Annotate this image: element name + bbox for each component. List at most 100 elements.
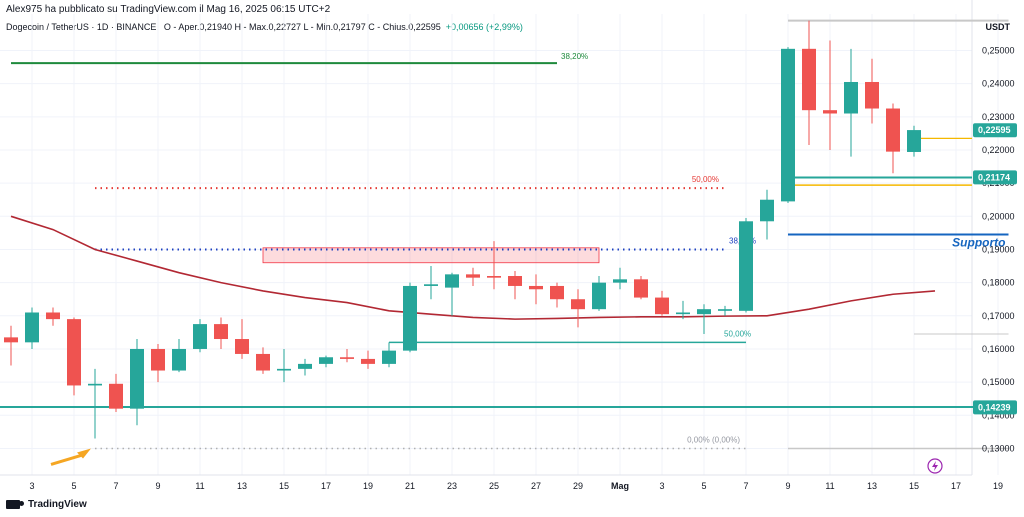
price-label-box xyxy=(973,170,1017,185)
price-label-text: 0,14239 xyxy=(978,402,1011,412)
candle-down xyxy=(466,274,480,278)
time-tick-label: 15 xyxy=(909,481,919,491)
price-tick-label: 0,23000 xyxy=(982,112,1015,122)
moving-average-line xyxy=(10,215,936,320)
candle-down xyxy=(4,337,18,343)
candle-down xyxy=(361,358,375,364)
time-tick-label: 3 xyxy=(659,481,664,491)
support-label: Supporto xyxy=(952,236,1005,250)
price-tick-label: 0,13000 xyxy=(982,443,1015,453)
time-tick-label: 25 xyxy=(489,481,499,491)
brand-name: TradingView xyxy=(28,499,87,510)
time-tick-label: 9 xyxy=(155,481,160,491)
price-tick-label: 0,18000 xyxy=(982,278,1015,288)
footer-brand: TradingView xyxy=(6,499,87,510)
time-tick-label: 5 xyxy=(701,481,706,491)
candle-down xyxy=(865,81,879,109)
price-tick-label: 0,24000 xyxy=(982,79,1015,89)
candle-down xyxy=(235,339,249,354)
symbol-name[interactable]: Dogecoin / TetherUS · 1D · BINANCE xyxy=(6,22,157,32)
candle-down xyxy=(214,324,228,340)
fib-50-red-label: 50,00% xyxy=(692,175,719,184)
candle-down xyxy=(655,297,669,315)
candle-up xyxy=(424,284,438,286)
time-tick-label: 17 xyxy=(951,481,961,491)
price-label-text: 0,22595 xyxy=(978,125,1011,135)
candle-down xyxy=(67,319,81,386)
time-tick-label: 17 xyxy=(321,481,331,491)
tradingview-logo-icon xyxy=(6,500,24,509)
candle-up xyxy=(298,363,312,369)
candle-up xyxy=(844,81,858,114)
time-tick-label: 7 xyxy=(743,481,748,491)
candle-up xyxy=(676,312,690,315)
time-tick-label: 13 xyxy=(867,481,877,491)
resistance-zone xyxy=(262,247,600,264)
time-tick-label: Mag xyxy=(611,481,629,491)
symbol-legend: Dogecoin / TetherUS · 1D · BINANCE O - A… xyxy=(6,22,523,32)
candle-up xyxy=(907,130,921,152)
candle-down xyxy=(634,279,648,298)
candle-up xyxy=(130,348,144,409)
event-flash-icon xyxy=(927,458,943,474)
price-tick-label: 0,22000 xyxy=(982,145,1015,155)
time-tick-label: 13 xyxy=(237,481,247,491)
candle-up xyxy=(739,221,753,311)
time-tick-label: 11 xyxy=(195,481,204,491)
time-tick-label: 5 xyxy=(71,481,76,491)
candle-up xyxy=(277,368,291,371)
time-tick-label: 7 xyxy=(113,481,118,491)
candle-down xyxy=(340,357,354,359)
candle-up xyxy=(25,312,39,343)
candle-up xyxy=(172,348,186,371)
price-tick-label: 0,25000 xyxy=(982,45,1015,55)
arrow-icon-shaft xyxy=(50,454,82,466)
event-flash-bolt-icon xyxy=(932,461,938,471)
fib-38-label: 38,20% xyxy=(561,52,588,61)
price-tick-label: 0,17000 xyxy=(982,311,1015,321)
fib-50-teal-label: 50,00% xyxy=(724,329,751,338)
candle-up xyxy=(697,309,711,315)
candle-down xyxy=(151,348,165,371)
time-tick-label: 3 xyxy=(29,481,34,491)
candle-down xyxy=(886,108,900,152)
price-tick-label: 0,20000 xyxy=(982,211,1015,221)
candle-up xyxy=(781,48,795,202)
candle-down xyxy=(571,299,585,310)
price-label-box xyxy=(973,123,1017,138)
time-tick-label: 11 xyxy=(825,481,834,491)
fib-0-label: 0,00% (0,00%) xyxy=(687,435,740,444)
price-tick-label: 0,14000 xyxy=(982,410,1015,420)
ohlc-values: O - Aper.0,21940 H - Max.0,22727 L - Min… xyxy=(163,22,441,32)
time-tick-label: 29 xyxy=(573,481,583,491)
time-tick-label: 21 xyxy=(405,481,415,491)
candle-up xyxy=(445,274,459,288)
candle-up xyxy=(760,199,774,222)
price-tick-label: 0,16000 xyxy=(982,344,1015,354)
candle-down xyxy=(802,48,816,111)
candle-up xyxy=(319,357,333,364)
candle-up xyxy=(193,324,207,349)
candle-up xyxy=(613,279,627,283)
time-tick-label: 27 xyxy=(531,481,541,491)
price-change: +0,00656 (+2,99%) xyxy=(445,22,523,32)
candle-down xyxy=(109,383,123,409)
time-tick-label: 9 xyxy=(785,481,790,491)
price-tick-label: 0,15000 xyxy=(982,377,1015,387)
candle-down xyxy=(487,276,501,278)
time-tick-label: 23 xyxy=(447,481,457,491)
candle-down xyxy=(823,110,837,114)
candle-up xyxy=(592,282,606,310)
candle-up xyxy=(718,309,732,311)
price-tick-label: 0,19000 xyxy=(982,244,1015,254)
candle-down xyxy=(256,353,270,371)
candle-down xyxy=(46,312,60,320)
price-label-text: 0,21174 xyxy=(978,172,1010,182)
time-tick-label: 15 xyxy=(279,481,289,491)
candle-down xyxy=(550,285,564,300)
published-by: Alex975 ha pubblicato su TradingView.com… xyxy=(6,4,331,15)
candle-down xyxy=(508,276,522,286)
price-label-box xyxy=(973,400,1017,415)
candle-up xyxy=(382,350,396,364)
